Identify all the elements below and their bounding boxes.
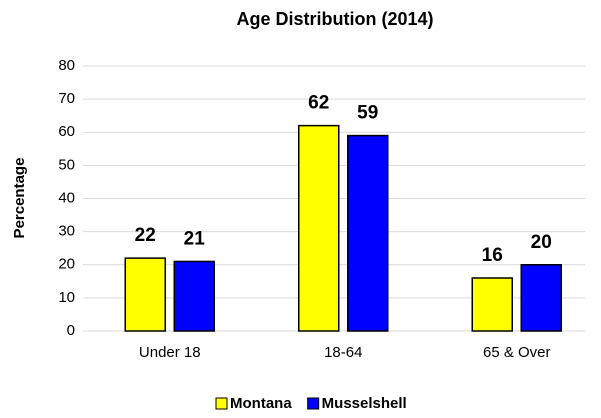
bar <box>471 277 513 332</box>
data-label: 22 <box>135 225 156 246</box>
y-tick-label: 40 <box>58 189 75 206</box>
y-tick-label: 10 <box>58 289 75 306</box>
bar <box>347 134 389 332</box>
data-label: 21 <box>184 228 206 249</box>
bar <box>298 124 340 332</box>
bar <box>124 257 166 332</box>
data-label: 16 <box>482 245 503 266</box>
legend-label: Musselshell <box>322 395 407 412</box>
x-tick-label: 65 & Over <box>483 344 551 361</box>
y-tick-label: 50 <box>58 156 75 173</box>
bar <box>173 260 215 332</box>
bar <box>520 264 562 332</box>
y-tick-label: 20 <box>58 256 75 273</box>
y-tick-label: 0 <box>67 322 75 339</box>
y-tick-label: 70 <box>58 90 75 107</box>
chart-title: Age Distribution (2014) <box>236 9 433 29</box>
legend-swatch <box>215 397 228 410</box>
y-tick-label: 30 <box>58 223 75 240</box>
y-tick-label: 80 <box>58 57 75 74</box>
x-tick-label: Under 18 <box>139 344 201 361</box>
data-label: 20 <box>531 232 552 253</box>
y-axis-label: Percentage <box>11 158 28 239</box>
data-label: 62 <box>308 93 329 114</box>
x-tick-label: 18-64 <box>324 344 362 361</box>
legend-label: Montana <box>230 395 292 412</box>
data-label: 59 <box>357 103 378 124</box>
legend-swatch <box>307 397 320 410</box>
y-tick-label: 60 <box>58 123 75 140</box>
